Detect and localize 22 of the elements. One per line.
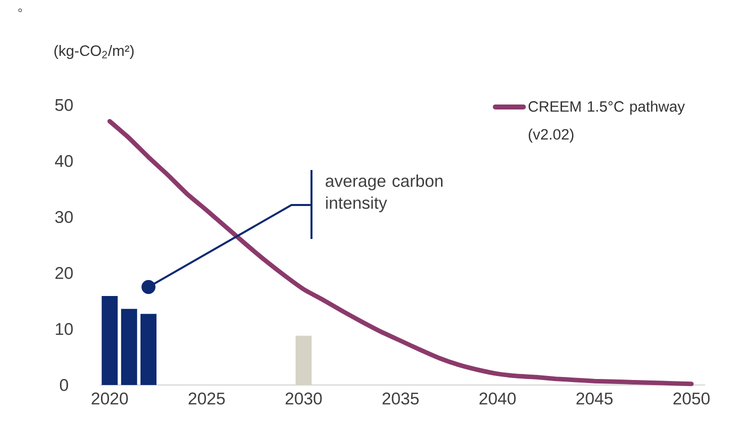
x-tick-label: 2050 (673, 392, 710, 405)
line-series (107, 118, 694, 386)
x-tick-label: 2020 (92, 392, 128, 405)
x-tick-label: 2035 (382, 392, 419, 405)
y-tick-label: 50 (55, 99, 73, 112)
y-axis-title: (kg-CO$_{2}$/m²) (54, 45, 134, 59)
annotation: average carbon intensity (326, 174, 443, 212)
x-tick-label: 2025 (188, 392, 225, 405)
bar (121, 308, 138, 385)
bar (296, 336, 312, 385)
bar (102, 296, 118, 385)
y-tick-label: 30 (55, 211, 73, 224)
x-tick-label: 2040 (480, 392, 516, 405)
x-tick-label: 2030 (286, 392, 322, 405)
legend-label: CREEM 1.5°C pathway (v2.02) (528, 100, 685, 143)
bar (140, 314, 156, 385)
text: ° (18, 8, 22, 12)
x-tick-label: 2045 (576, 392, 613, 405)
y-tick-label: 40 (54, 155, 73, 168)
y-tick-label: 0 (60, 379, 68, 391)
y-tick-label: 10 (56, 323, 73, 336)
y-tick-label: 20 (55, 267, 73, 280)
